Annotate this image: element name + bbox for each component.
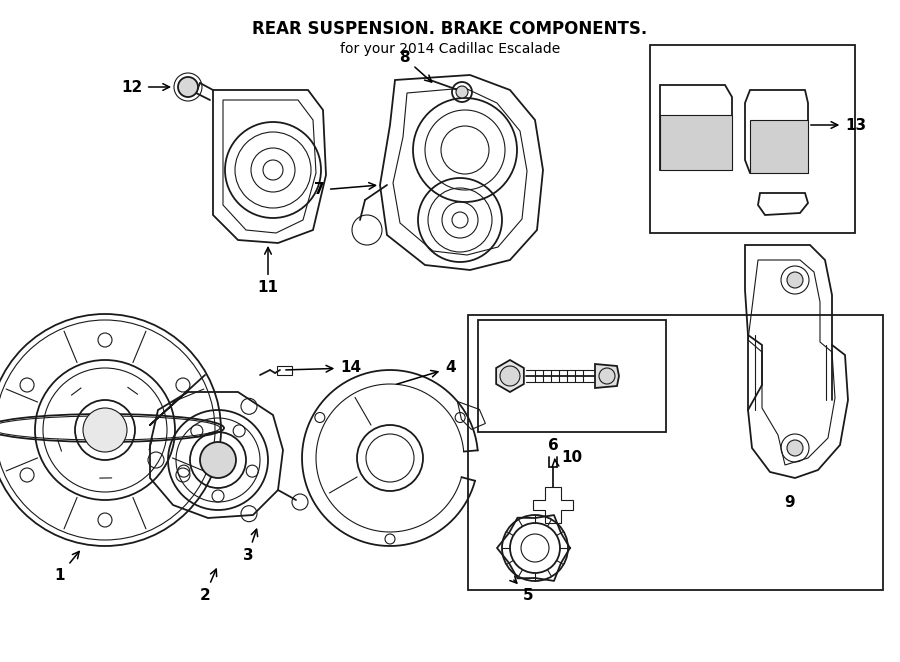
Circle shape <box>599 368 615 384</box>
Text: 3: 3 <box>243 529 257 563</box>
Bar <box>650 45 855 233</box>
Text: 9: 9 <box>785 495 796 510</box>
Circle shape <box>787 440 803 456</box>
Text: REAR SUSPENSION. BRAKE COMPONENTS.: REAR SUSPENSION. BRAKE COMPONENTS. <box>252 20 648 38</box>
Text: 4: 4 <box>397 361 455 384</box>
Circle shape <box>456 86 468 98</box>
Text: 5: 5 <box>509 576 534 602</box>
Text: 10: 10 <box>562 450 582 465</box>
Circle shape <box>83 408 127 452</box>
Text: for your 2014 Cadillac Escalade: for your 2014 Cadillac Escalade <box>340 42 560 56</box>
Text: 2: 2 <box>200 569 217 602</box>
Circle shape <box>500 366 520 386</box>
Text: 6: 6 <box>547 438 559 467</box>
Bar <box>468 315 883 590</box>
Bar <box>478 320 666 432</box>
Text: 13: 13 <box>811 117 866 132</box>
Circle shape <box>200 442 236 478</box>
Polygon shape <box>595 364 619 388</box>
Text: 12: 12 <box>122 79 169 95</box>
Text: 1: 1 <box>55 551 79 583</box>
Text: 7: 7 <box>314 183 375 197</box>
Polygon shape <box>496 360 524 392</box>
Circle shape <box>787 272 803 288</box>
Polygon shape <box>750 120 808 173</box>
Text: 11: 11 <box>257 248 278 295</box>
Text: 8: 8 <box>400 50 432 82</box>
Text: 14: 14 <box>286 361 361 375</box>
Circle shape <box>178 77 198 97</box>
Polygon shape <box>660 115 732 170</box>
